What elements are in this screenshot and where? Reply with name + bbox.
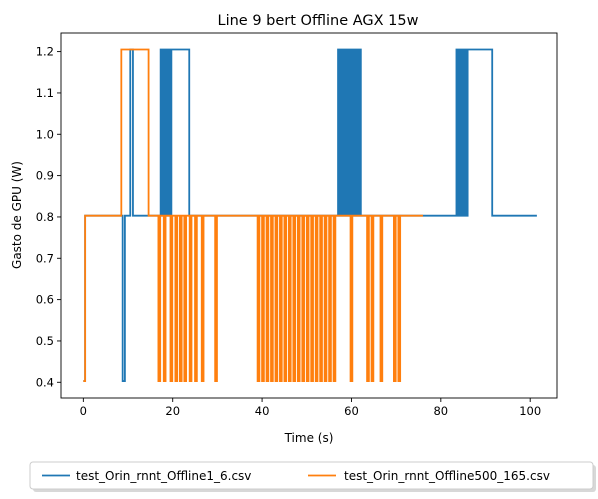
y-tick-label: 0.4 [36, 375, 54, 389]
y-tick-label: 0.5 [36, 334, 54, 348]
y-tick-label: 0.9 [36, 169, 54, 183]
legend-label-series-2: test_Orin_rnnt_Offline500_165.csv [344, 469, 550, 483]
y-tick-label: 1.1 [36, 86, 54, 100]
x-tick-label: 40 [255, 404, 270, 418]
x-axis-label: Time (s) [284, 431, 334, 445]
x-tick-label: 60 [344, 404, 359, 418]
y-tick-label: 0.6 [36, 293, 54, 307]
y-tick-label: 1.0 [36, 127, 54, 141]
plot-area [60, 32, 558, 399]
series-line-2 [83, 48, 423, 382]
plot-frame [60, 32, 558, 399]
x-tick-label: 80 [433, 404, 448, 418]
y-tick-label: 0.8 [36, 210, 54, 224]
legend-label-series-1: test_Orin_rnnt_Offline1_6.csv [76, 469, 251, 483]
y-tick-label: 0.7 [36, 251, 54, 265]
y-axis-label: Gasto de GPU (W) [10, 161, 24, 269]
x-tick-label: 0 [80, 404, 87, 418]
legend: test_Orin_rnnt_Offline1_6.csv test_Orin_… [29, 461, 596, 492]
y-axis: 0.4 0.5 0.6 0.7 0.8 0.9 1.0 1.1 1.2 [36, 45, 61, 389]
x-tick-label: 100 [519, 404, 541, 418]
x-tick-label: 20 [165, 404, 180, 418]
y-tick-label: 1.2 [36, 45, 54, 59]
chart-title: Line 9 bert Offline AGX 15w [218, 13, 419, 29]
x-axis: 0 20 40 60 80 100 [80, 398, 541, 418]
